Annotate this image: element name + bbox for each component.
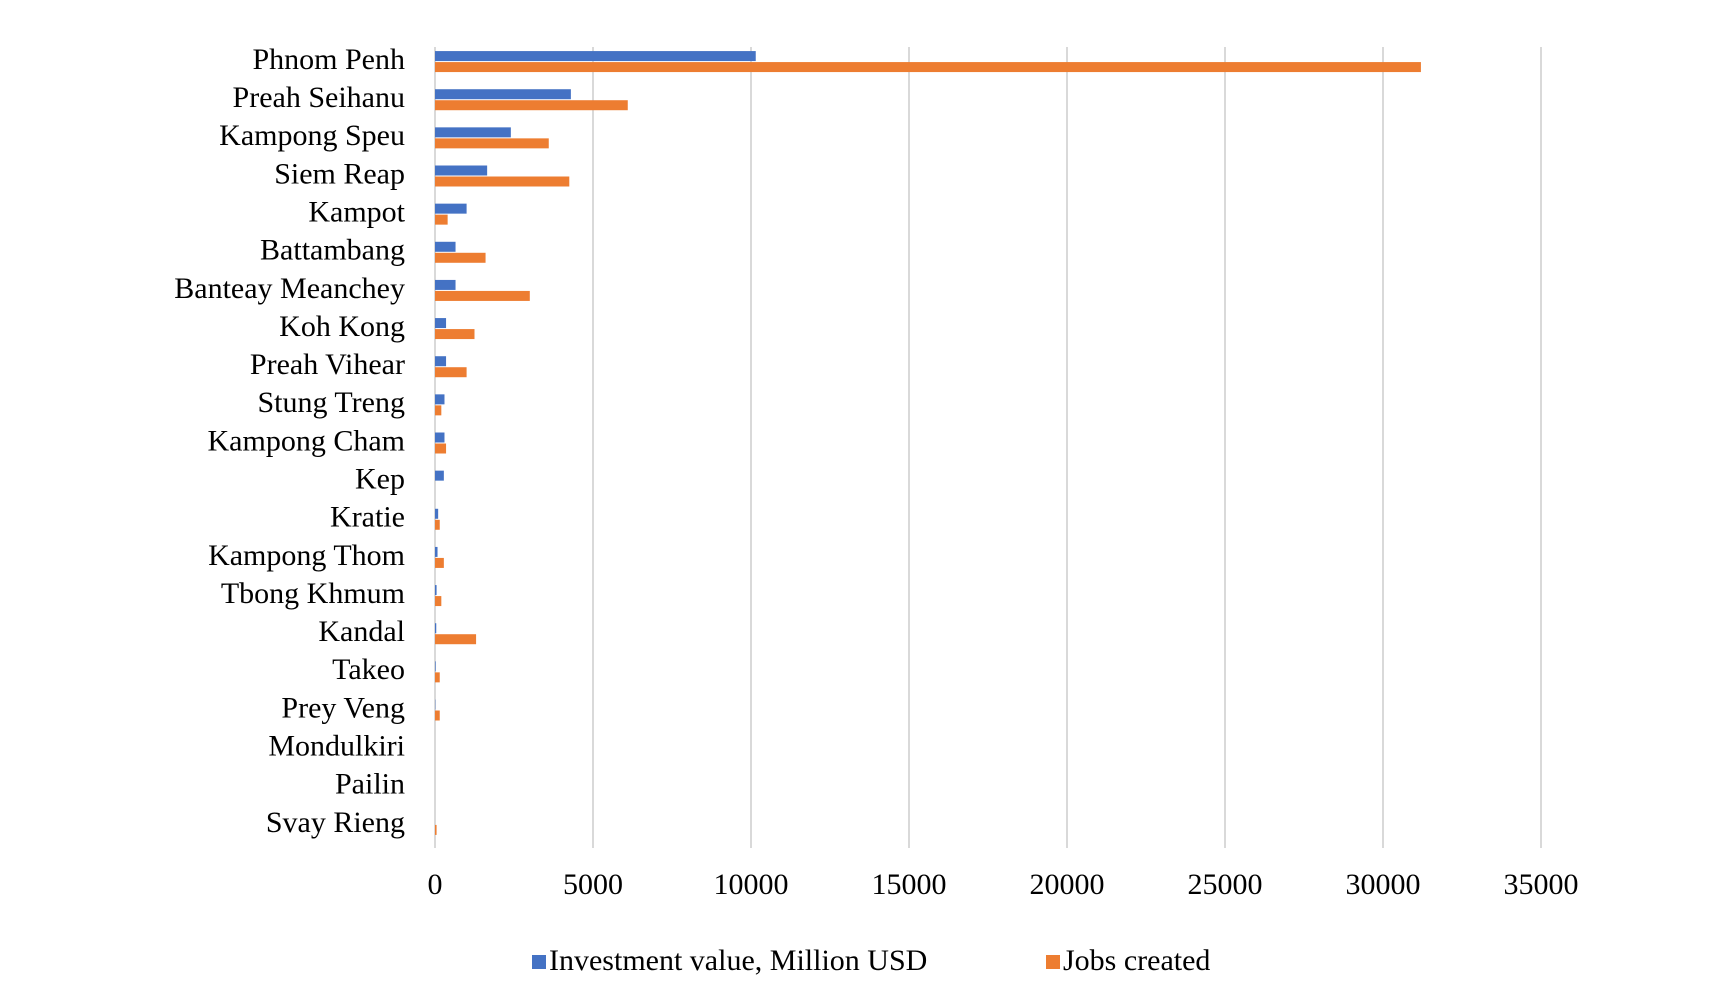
bar <box>435 165 488 176</box>
y-tick-label: Stung Treng <box>257 386 405 419</box>
bar <box>435 290 530 301</box>
x-tick-label: 15000 <box>872 868 947 901</box>
bar <box>435 51 756 62</box>
x-tick-label: 35000 <box>1504 868 1579 901</box>
bar <box>435 623 437 634</box>
bar <box>435 367 467 378</box>
bar <box>435 279 456 290</box>
bar <box>435 824 437 835</box>
y-tick-label: Takeo <box>332 653 405 686</box>
legend-swatch <box>1046 955 1060 969</box>
bar <box>435 241 456 252</box>
bar <box>435 634 477 645</box>
y-tick-label: Kratie <box>330 501 405 534</box>
legend-label: Investment value, Million USD <box>549 944 927 977</box>
bar <box>435 176 570 187</box>
bar <box>435 329 475 340</box>
y-tick-label: Svay Rieng <box>266 806 405 839</box>
bar <box>435 432 445 443</box>
bar <box>435 62 1421 73</box>
y-tick-label: Kandal <box>318 615 405 648</box>
bar <box>435 710 440 721</box>
y-tick-label: Phnom Penh <box>252 43 405 76</box>
bar <box>435 405 442 416</box>
bar <box>435 252 486 263</box>
y-tick-label: Siem Reap <box>274 157 405 190</box>
bar <box>435 443 447 454</box>
y-tick-label: Banteay Meanchey <box>174 272 405 305</box>
y-tick-label: Kampong Cham <box>208 424 405 457</box>
bar <box>435 356 447 367</box>
x-tick-label: 10000 <box>714 868 789 901</box>
bar <box>435 138 549 149</box>
y-tick-label: Kampot <box>308 196 405 229</box>
bar <box>435 546 438 557</box>
y-tick-label: Koh Kong <box>279 310 405 343</box>
bar <box>435 661 436 672</box>
x-tick-label: 25000 <box>1188 868 1263 901</box>
bar <box>435 508 439 519</box>
x-tick-label: 5000 <box>563 868 623 901</box>
x-tick-label: 20000 <box>1030 868 1105 901</box>
bar <box>435 470 444 481</box>
bar <box>435 585 437 596</box>
bar <box>435 394 445 405</box>
y-tick-label: Prey Veng <box>281 691 405 724</box>
y-tick-label: Preah Seihanu <box>233 81 405 114</box>
bar <box>435 318 447 329</box>
y-tick-label: Mondulkiri <box>268 730 405 763</box>
legend-label: Jobs created <box>1063 944 1210 977</box>
y-tick-label: Pailin <box>335 768 405 801</box>
y-tick-label: Tbong Khmum <box>221 577 405 610</box>
bar <box>435 127 511 138</box>
bar <box>435 100 628 111</box>
y-tick-label: Preah Vihear <box>250 348 405 381</box>
bar <box>435 596 442 607</box>
y-tick-label: Battambang <box>260 234 405 267</box>
bar <box>435 519 440 530</box>
y-tick-label: Kampong Thom <box>208 539 405 572</box>
legend-swatch <box>532 955 546 969</box>
bar <box>435 557 444 568</box>
bar <box>435 214 448 225</box>
y-tick-label: Kep <box>355 463 405 496</box>
x-tick-label: 0 <box>428 868 443 901</box>
bar <box>435 203 467 214</box>
x-tick-label: 30000 <box>1346 868 1421 901</box>
bar <box>435 89 571 100</box>
bar <box>435 672 440 683</box>
y-tick-label: Kampong Speu <box>219 119 405 152</box>
